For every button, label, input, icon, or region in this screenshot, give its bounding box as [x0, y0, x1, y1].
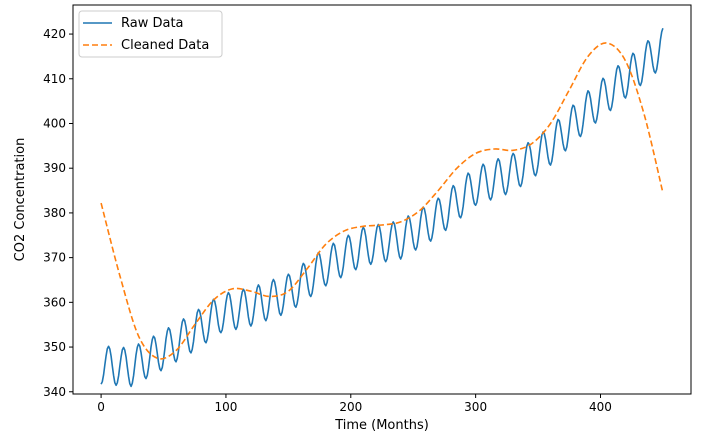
y-tick-label: 390: [43, 161, 66, 175]
x-axis-label: Time (Months): [334, 418, 429, 433]
y-tick-label: 350: [43, 340, 66, 354]
y-tick-label: 360: [43, 295, 66, 309]
y-tick-label: 420: [43, 27, 66, 41]
x-tick-label: 400: [589, 400, 612, 414]
legend-label: Cleaned Data: [121, 38, 209, 53]
y-axis-ticks: 340 350 360 370 380 390 400 410 420: [43, 27, 73, 399]
y-axis-label: CO2 Concentration: [13, 138, 28, 262]
y-tick-label: 410: [43, 72, 66, 86]
x-tick-label: 0: [97, 400, 105, 414]
x-axis-ticks: 0 100 200 300 400: [97, 394, 612, 414]
x-tick-label: 300: [464, 400, 487, 414]
legend: Raw Data Cleaned Data: [78, 10, 223, 58]
y-tick-label: 400: [43, 116, 66, 130]
series-layer: [100, 28, 664, 388]
x-tick-label: 100: [214, 400, 237, 414]
x-tick-label: 200: [339, 400, 362, 414]
legend-box: [78, 10, 223, 58]
y-tick-label: 340: [43, 385, 66, 399]
series-line-1: [100, 28, 664, 388]
plot-frame: [72, 4, 692, 395]
y-tick-label: 380: [43, 206, 66, 220]
legend-label: Raw Data: [121, 16, 184, 31]
series-line-2: [100, 42, 664, 360]
y-tick-label: 370: [43, 251, 66, 265]
